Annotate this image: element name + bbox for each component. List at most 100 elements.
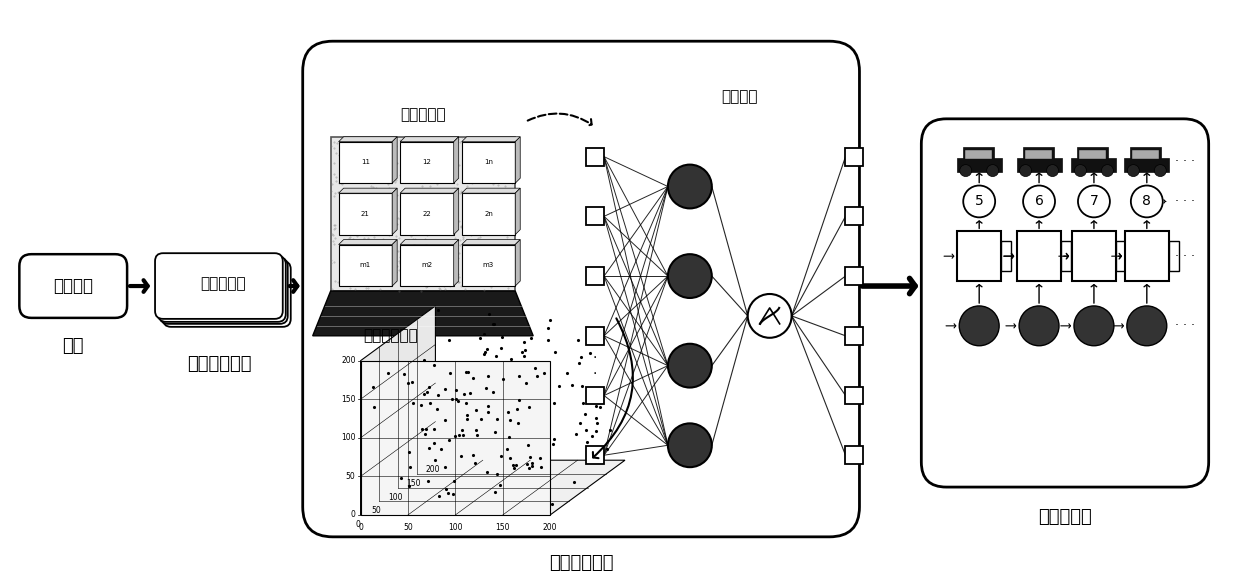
FancyBboxPatch shape — [921, 119, 1209, 487]
Text: 50: 50 — [346, 472, 356, 481]
Circle shape — [987, 165, 998, 176]
Circle shape — [1047, 165, 1059, 176]
Circle shape — [963, 186, 996, 217]
Polygon shape — [401, 240, 459, 244]
Circle shape — [1075, 165, 1086, 176]
Bar — [1017, 158, 1061, 172]
Bar — [957, 158, 1002, 172]
Text: 1n: 1n — [484, 159, 494, 165]
Text: 建立路网模型: 建立路网模型 — [549, 554, 614, 572]
Bar — [1125, 231, 1169, 281]
Polygon shape — [516, 240, 521, 286]
Text: · · ·: · · · — [1174, 195, 1195, 208]
Text: 5: 5 — [975, 195, 983, 209]
Text: m1: m1 — [360, 263, 371, 268]
Polygon shape — [461, 137, 521, 142]
Bar — [1078, 148, 1109, 159]
Circle shape — [668, 165, 712, 209]
Bar — [461, 142, 516, 183]
Bar — [587, 327, 604, 345]
Bar — [1116, 241, 1126, 271]
Text: 输入: 输入 — [62, 337, 84, 355]
Text: 0: 0 — [355, 520, 360, 529]
Bar — [1071, 158, 1116, 172]
Text: 150: 150 — [341, 395, 356, 404]
Bar — [331, 137, 516, 291]
Text: ·
·: · · — [688, 390, 692, 421]
Bar — [1023, 148, 1054, 159]
Text: · · ·: · · · — [1174, 319, 1195, 332]
Bar — [1024, 149, 1052, 159]
Polygon shape — [454, 188, 459, 234]
Text: 200: 200 — [425, 465, 440, 474]
Text: 0: 0 — [358, 523, 363, 532]
Bar — [587, 148, 604, 166]
Text: 7: 7 — [1090, 195, 1099, 209]
Circle shape — [668, 344, 712, 387]
Text: 100: 100 — [388, 493, 402, 502]
Circle shape — [1019, 306, 1059, 346]
Bar — [339, 244, 392, 286]
Text: 0: 0 — [351, 510, 356, 519]
Polygon shape — [392, 188, 397, 234]
Bar — [461, 193, 516, 234]
Text: ·
·: · · — [593, 350, 598, 381]
Bar — [965, 149, 992, 159]
Bar — [1001, 241, 1011, 271]
Text: 6: 6 — [1034, 195, 1044, 209]
Bar — [846, 447, 863, 464]
Polygon shape — [516, 137, 521, 183]
Polygon shape — [392, 137, 397, 183]
Bar — [846, 387, 863, 404]
FancyBboxPatch shape — [160, 258, 288, 324]
Circle shape — [1127, 165, 1140, 176]
Text: 2n: 2n — [484, 211, 492, 217]
FancyBboxPatch shape — [162, 261, 290, 327]
Bar — [339, 142, 392, 183]
Bar — [587, 447, 604, 464]
Text: 嵌入算法: 嵌入算法 — [722, 90, 758, 104]
Bar — [846, 327, 863, 345]
Polygon shape — [339, 188, 397, 193]
Bar — [1073, 231, 1116, 281]
Polygon shape — [401, 188, 459, 193]
Polygon shape — [454, 240, 459, 286]
Bar — [1169, 241, 1179, 271]
Bar — [1131, 148, 1162, 159]
Bar — [846, 148, 863, 166]
FancyBboxPatch shape — [20, 254, 128, 318]
Text: 150: 150 — [407, 479, 420, 488]
Polygon shape — [361, 460, 625, 515]
Text: 100: 100 — [448, 523, 463, 532]
Bar — [1017, 231, 1061, 281]
Bar — [1132, 149, 1159, 159]
FancyBboxPatch shape — [157, 256, 285, 322]
Bar — [846, 207, 863, 226]
Polygon shape — [312, 291, 533, 336]
Circle shape — [1074, 306, 1114, 346]
Circle shape — [960, 165, 972, 176]
Text: · · ·: · · · — [1174, 250, 1195, 263]
Polygon shape — [401, 137, 459, 142]
Text: 50: 50 — [372, 506, 381, 515]
Text: 50: 50 — [403, 523, 413, 532]
Bar — [587, 207, 604, 226]
Text: 11: 11 — [361, 159, 370, 165]
Text: 原始数据: 原始数据 — [53, 277, 93, 295]
Text: 预测和分析: 预测和分析 — [1038, 508, 1092, 526]
Text: 12: 12 — [423, 159, 432, 165]
Circle shape — [1131, 186, 1163, 217]
Text: 22: 22 — [423, 211, 432, 217]
Text: 200: 200 — [341, 356, 356, 365]
Text: · · ·: · · · — [1174, 155, 1195, 168]
Bar — [587, 267, 604, 285]
Bar — [1061, 241, 1071, 271]
Bar — [401, 142, 454, 183]
Polygon shape — [339, 137, 397, 142]
Text: 数据清洗整理: 数据清洗整理 — [187, 355, 252, 373]
Text: 卡口语料库: 卡口语料库 — [401, 107, 445, 122]
Bar — [957, 231, 1001, 281]
Polygon shape — [461, 240, 521, 244]
Circle shape — [1101, 165, 1114, 176]
Text: 高维空间路网: 高维空间路网 — [363, 328, 418, 343]
